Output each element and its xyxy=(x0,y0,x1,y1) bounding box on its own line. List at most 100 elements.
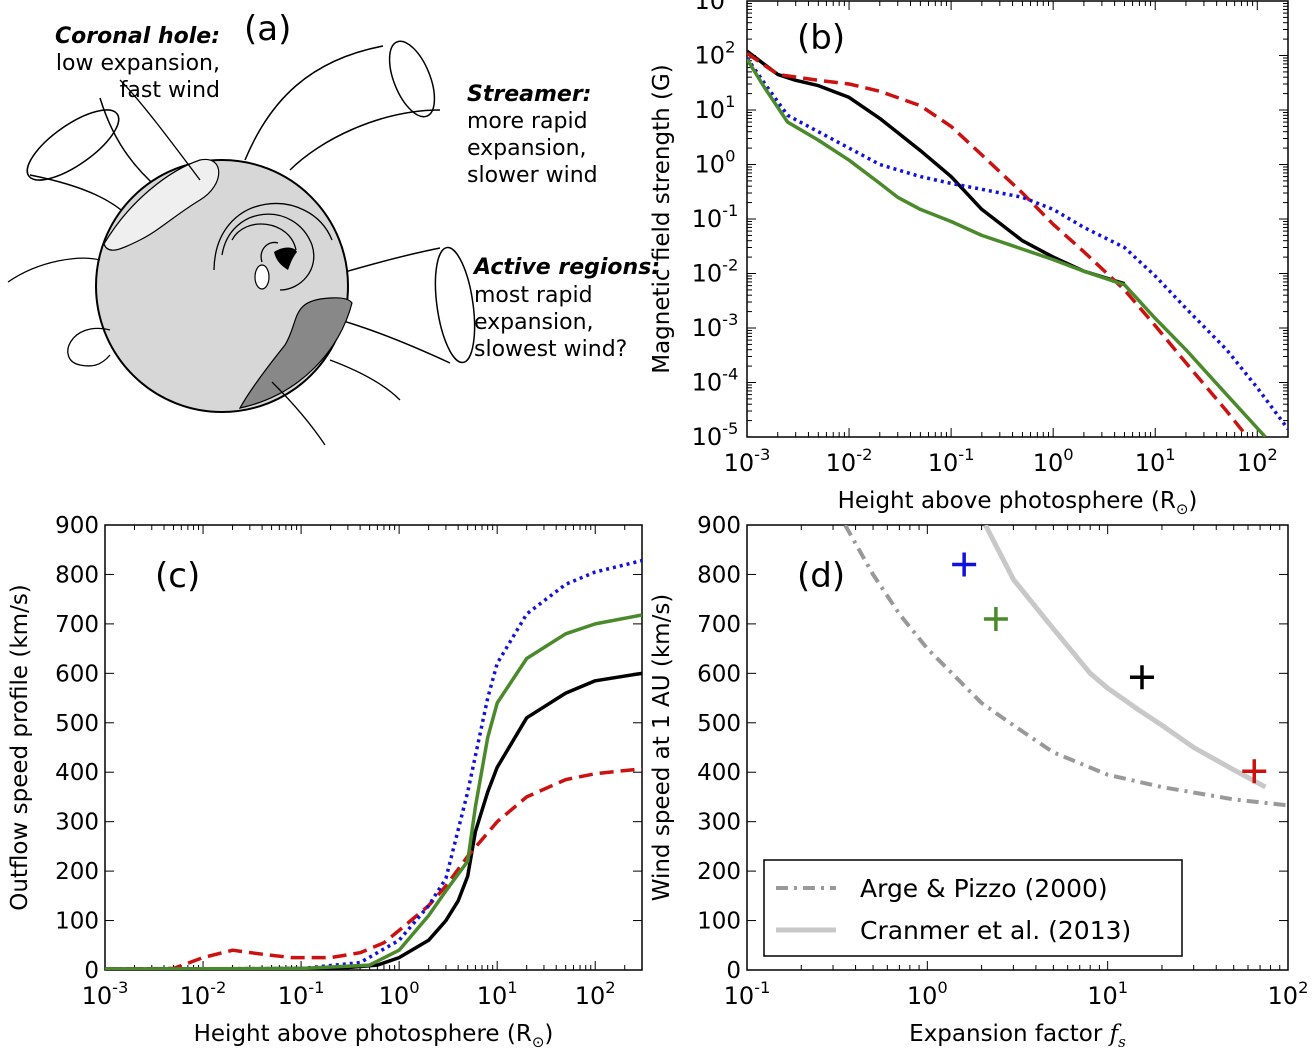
y-tick-label: 600 xyxy=(697,661,741,687)
y-tick-label: 100 xyxy=(697,909,741,935)
x-tick-label: 10-3 xyxy=(82,978,129,1010)
active-regions-line2: expansion, xyxy=(474,310,594,335)
field-lines xyxy=(7,79,401,446)
scatter-point xyxy=(1242,759,1267,784)
x-axis-label: Height above photosphere (R⊙) xyxy=(194,1021,554,1049)
y-tick-label: 10-2 xyxy=(692,256,739,288)
y-tick-label: 400 xyxy=(697,760,741,786)
panel-c-chart: 10-3 10-2 10-1 100 101 102 0 100 200 300 400 500 600… xyxy=(7,513,643,1049)
panel-d-chart: 10-1 100 101 102 0 100 200 300 400 500 600 700 800 90… xyxy=(649,513,1308,1049)
sun-disk xyxy=(95,158,353,413)
panel-label: (d) xyxy=(797,556,845,596)
series-line xyxy=(105,558,642,970)
x-tick-label: 10-1 xyxy=(724,978,771,1010)
series-group xyxy=(105,558,642,970)
active-region-patch xyxy=(238,297,353,409)
y-tick-label: 100 xyxy=(55,909,99,935)
y-tick-label: 700 xyxy=(697,612,741,638)
series-line xyxy=(747,51,1249,437)
y-axis-label: Outflow speed profile (km/s) xyxy=(7,584,33,911)
y-tick-label: 800 xyxy=(55,562,99,588)
x-tick-label: 100 xyxy=(907,978,948,1010)
coronal-hole-line2: fast wind xyxy=(120,78,220,103)
x-axis-label: Expansion factor fs xyxy=(909,1021,1126,1049)
series-line xyxy=(983,525,1267,790)
legend-box xyxy=(763,859,1183,957)
y-tick-label: 0 xyxy=(726,958,741,984)
active-regions-title: Active regions: xyxy=(472,255,660,280)
series-group xyxy=(747,49,1288,437)
y-tick-label: 900 xyxy=(55,513,99,539)
active-regions-line3: slowest wind? xyxy=(474,337,627,362)
streamer-line2: expansion, xyxy=(467,136,587,161)
legend-label: Arge & Pizzo (2000) xyxy=(860,874,1108,903)
x-tick-label: 101 xyxy=(477,978,518,1010)
axes-frame xyxy=(104,524,643,971)
x-tick-label: 101 xyxy=(1135,445,1176,477)
series-line xyxy=(747,58,1267,437)
x-tick-label: 10-1 xyxy=(278,978,325,1010)
series-line xyxy=(843,525,1288,808)
y-tick-label: 800 xyxy=(697,562,741,588)
y-tick-label: 600 xyxy=(55,661,99,687)
panel-a-schematic: (a) xyxy=(7,9,660,446)
y-tick-label: 0 xyxy=(84,958,99,984)
y-tick-label: 10-3 xyxy=(692,310,739,342)
streamer-line3: slower wind xyxy=(467,163,598,188)
y-tick-label: 10-5 xyxy=(692,419,739,451)
y-tick-label: 10-1 xyxy=(692,201,739,233)
panel-a-label: (a) xyxy=(244,9,291,49)
y-axis-label: Magnetic field strength (G) xyxy=(649,64,675,374)
series-line xyxy=(747,49,1126,286)
coronal-hole-region xyxy=(103,158,220,251)
legend-label: Cranmer et al. (2013) xyxy=(860,916,1131,945)
scatter-point xyxy=(1129,665,1154,690)
y-tick-label: 102 xyxy=(695,38,736,70)
series-line xyxy=(747,57,1288,431)
x-axis-label: Height above photosphere (R⊙) xyxy=(838,488,1198,518)
series-group xyxy=(843,525,1288,808)
y-axis-label: Wind speed at 1 AU (km/s) xyxy=(649,594,675,902)
sunspot-dark xyxy=(274,247,297,270)
y-tick-label: 200 xyxy=(697,859,741,885)
y-tick-label: 101 xyxy=(695,92,736,124)
x-tick-label: 10-3 xyxy=(724,445,771,477)
x-tick-label: 100 xyxy=(1033,445,1074,477)
streamer-line1: more rapid xyxy=(467,109,588,134)
x-tick-label: 102 xyxy=(575,978,616,1010)
y-tick-label: 100 xyxy=(695,147,736,179)
y-tick-label: 300 xyxy=(697,810,741,836)
x-tick-label: 102 xyxy=(1268,978,1309,1010)
active-regions-line1: most rapid xyxy=(474,283,593,308)
y-tick-label: 400 xyxy=(55,760,99,786)
y-tick-label: 500 xyxy=(697,711,741,737)
y-tick-label: 900 xyxy=(697,513,741,539)
plot-panels: 10-3 10-2 10-1 100 101 10210-510-410-310-210-… xyxy=(7,0,1308,1049)
x-tick-label: 100 xyxy=(379,978,420,1010)
x-tick-label: 102 xyxy=(1237,445,1278,477)
panel-b-chart: 10-3 10-2 10-1 100 101 102 10-5 10-4 10-3 10-2 10-… xyxy=(649,0,1289,518)
panel-label: (c) xyxy=(155,556,200,596)
y-tick-label: 300 xyxy=(55,810,99,836)
x-tick-label: 101 xyxy=(1087,978,1128,1010)
streamer-title: Streamer: xyxy=(467,82,591,107)
coronal-hole-line1: low expansion, xyxy=(56,51,220,76)
axes-frame xyxy=(746,524,1289,971)
y-tick-label: 700 xyxy=(55,612,99,638)
panel-label: (b) xyxy=(797,18,845,58)
scatter-point xyxy=(983,606,1008,631)
y-tick-label: 103 xyxy=(695,0,736,15)
scatter-point xyxy=(952,552,977,577)
x-tick-label: 10-2 xyxy=(826,445,873,477)
series-line xyxy=(105,613,642,970)
series-line xyxy=(105,671,642,970)
x-tick-label: 10-1 xyxy=(928,445,975,477)
series-line xyxy=(105,767,642,970)
sunspot-light xyxy=(254,264,270,290)
y-tick-label: 500 xyxy=(55,711,99,737)
x-tick-label: 10-2 xyxy=(180,978,227,1010)
y-tick-label: 10-4 xyxy=(692,365,739,397)
y-tick-label: 200 xyxy=(55,859,99,885)
funnel-top xyxy=(244,40,441,171)
